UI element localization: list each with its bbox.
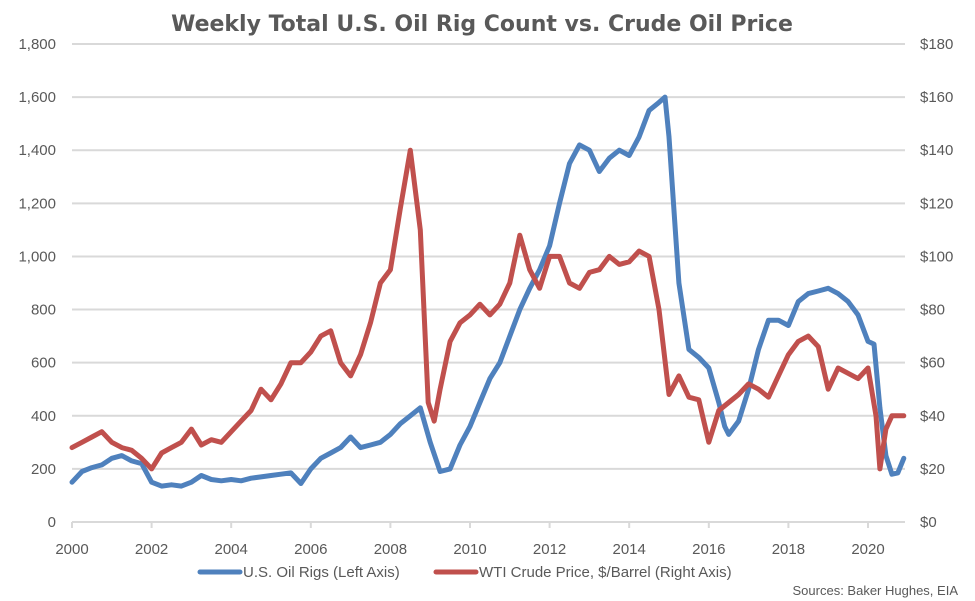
right-tick-label: $20 — [920, 461, 945, 478]
gridlines — [72, 43, 905, 523]
right-tick-label: $120 — [920, 195, 953, 212]
chart-title: Weekly Total U.S. Oil Rig Count vs. Crud… — [171, 12, 793, 37]
series-line-rigs — [69, 94, 907, 489]
left-tick-label: 1,200 — [18, 195, 56, 212]
x-tick-label: 2014 — [613, 541, 646, 558]
x-tick-label: 2000 — [55, 541, 88, 558]
left-tick-label: 1,600 — [18, 89, 56, 106]
left-tick-label: 600 — [31, 355, 56, 372]
legend-label-wti: WTI Crude Price, $/Barrel (Right Axis) — [479, 564, 732, 581]
right-axis-ticks: $0 $20 $40 $60 $80 $100 $120 $140 $160 $180 — [920, 36, 953, 531]
left-axis-ticks: 0 200 400 600 800 1,000 1,200 1,400 1,600 1,800 — [18, 36, 56, 531]
x-tick-label: 2002 — [135, 541, 168, 558]
series-lines — [69, 94, 907, 489]
left-tick-label: 400 — [31, 408, 56, 425]
left-tick-label: 200 — [31, 461, 56, 478]
right-tick-label: $40 — [920, 408, 945, 425]
left-tick-label: 800 — [31, 302, 56, 319]
right-tick-label: $80 — [920, 302, 945, 319]
series-line-wti — [69, 147, 907, 472]
right-tick-label: $100 — [920, 248, 953, 265]
x-tick-label: 2008 — [374, 541, 407, 558]
x-tick-label: 2006 — [294, 541, 327, 558]
x-tick-label: 2016 — [692, 541, 725, 558]
right-tick-label: $60 — [920, 355, 945, 372]
source-note: Sources: Baker Hughes, EIA — [793, 583, 959, 598]
left-tick-label: 0 — [48, 514, 56, 531]
right-tick-label: $160 — [920, 89, 953, 106]
left-tick-label: 1,800 — [18, 36, 56, 53]
left-tick-label: 1,400 — [18, 142, 56, 159]
legend: U.S. Oil Rigs (Left Axis) WTI Crude Pric… — [197, 564, 732, 581]
right-tick-label: $180 — [920, 36, 953, 53]
x-tick-label: 2010 — [453, 541, 486, 558]
right-tick-label: $140 — [920, 142, 953, 159]
x-tick-label: 2012 — [533, 541, 566, 558]
x-tick-label: 2020 — [851, 541, 884, 558]
left-tick-label: 1,000 — [18, 248, 56, 265]
x-tick-label: 2018 — [772, 541, 805, 558]
x-axis: 2000 2002 2004 2006 2008 2010 2012 2014 2016 2018… — [55, 522, 885, 558]
x-tick-label: 2004 — [215, 541, 248, 558]
legend-label-rigs: U.S. Oil Rigs (Left Axis) — [243, 564, 400, 581]
right-tick-label: $0 — [920, 514, 937, 531]
